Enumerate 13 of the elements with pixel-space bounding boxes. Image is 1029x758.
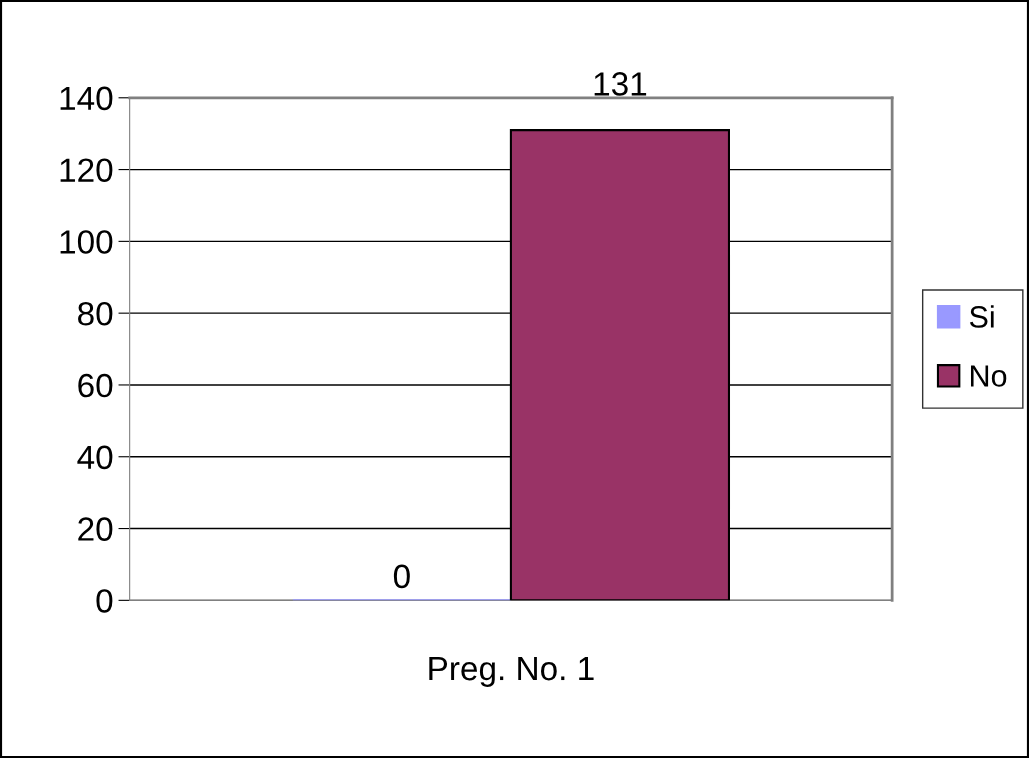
data-label: 0 <box>393 564 410 589</box>
x-tick-label: Preg. No. 1 <box>429 657 594 687</box>
legend-label: Si <box>969 305 994 328</box>
y-tick-label: 120 <box>60 158 113 182</box>
data-label: 131 <box>594 72 647 96</box>
y-tick-label: 40 <box>77 445 113 470</box>
y-tick-label: 60 <box>78 373 113 398</box>
y-tick-label: 20 <box>78 517 113 541</box>
y-tick-label: 0 <box>96 589 113 613</box>
legend-label: No <box>971 365 1007 387</box>
y-tick-label: 140 <box>60 86 113 111</box>
y-tick-label: 100 <box>60 230 113 254</box>
y-tick-label: 80 <box>78 301 113 326</box>
